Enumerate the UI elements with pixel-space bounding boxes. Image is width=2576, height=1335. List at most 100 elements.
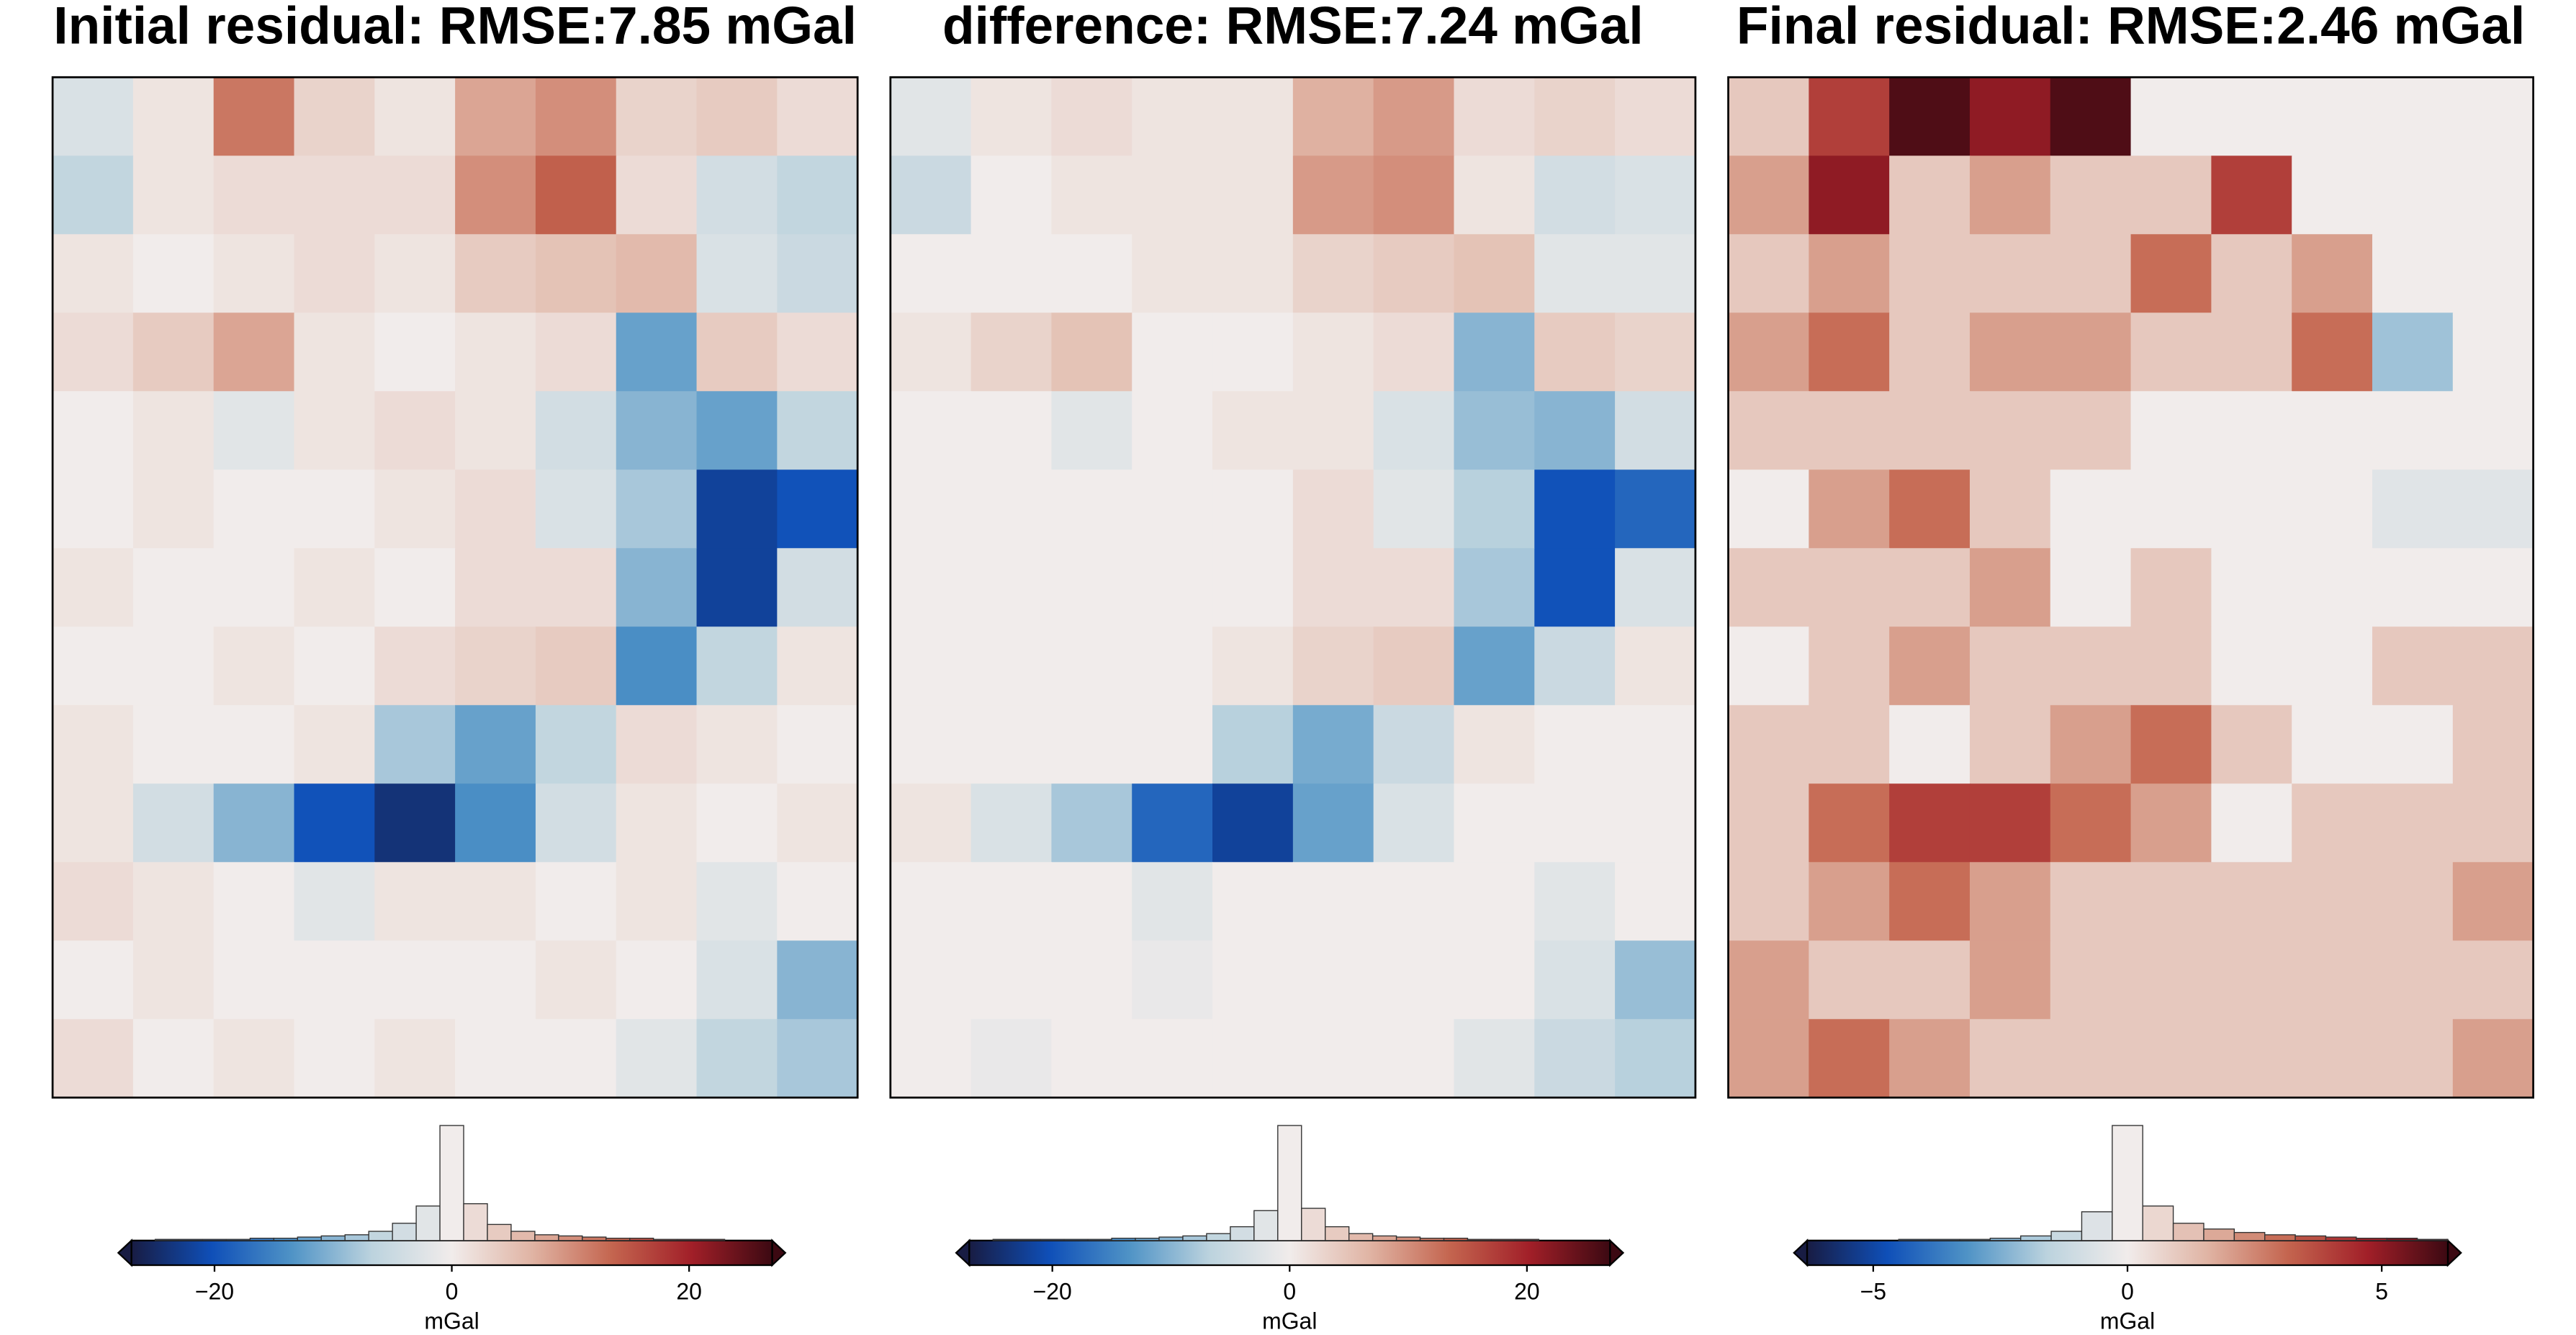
- histogram-bar: [1063, 1239, 1089, 1241]
- heatmap-cell: [1132, 77, 1213, 156]
- histogram-bar: [1989, 1237, 2022, 1241]
- heatmap-cell: [1728, 548, 1810, 627]
- heatmap-cell: [455, 77, 536, 156]
- heatmap-cell: [1212, 705, 1294, 784]
- heatmap-cell: [1292, 77, 1374, 156]
- heatmap-cell: [1809, 1019, 1890, 1098]
- heatmap-cell: [1889, 77, 1971, 156]
- histogram-bar: [1040, 1239, 1065, 1241]
- heatmap-cell: [2452, 391, 2534, 470]
- heatmap-cell: [1615, 156, 1696, 235]
- heatmap-cell: [1809, 469, 1890, 549]
- heatmap-cell: [1728, 313, 1810, 392]
- heatmap-cell: [1051, 469, 1132, 549]
- heatmap-cell: [2211, 234, 2292, 313]
- heatmap-cell: [2130, 783, 2212, 863]
- heatmap-cell: [374, 1019, 456, 1098]
- heatmap-cell: [2452, 313, 2534, 392]
- heatmap-cell: [1212, 77, 1294, 156]
- heatmap-cell: [2452, 940, 2534, 1020]
- histogram-bar: [2325, 1236, 2357, 1241]
- histogram-bar: [439, 1125, 464, 1241]
- histogram-bar: [2356, 1237, 2387, 1241]
- heatmap-cell: [2452, 626, 2534, 706]
- histogram-bar: [1016, 1239, 1041, 1241]
- heatmap-cell: [1292, 156, 1374, 235]
- heatmap-cell: [213, 77, 295, 156]
- histogram-bar: [2081, 1211, 2113, 1241]
- heatmap-cell: [294, 862, 375, 941]
- heatmap-cell: [1534, 469, 1616, 549]
- histogram-bar: [1490, 1239, 1516, 1241]
- heatmap-cell: [696, 234, 778, 313]
- heatmap-cell: [2372, 548, 2454, 627]
- heatmap-cell: [970, 940, 1053, 1020]
- histogram-bar: [1182, 1235, 1207, 1241]
- heatmap-cell: [616, 234, 698, 313]
- heatmap-cell: [2452, 469, 2534, 549]
- heatmap-cell: [890, 234, 972, 313]
- heatmap-cell: [777, 548, 858, 627]
- histogram-bar: [558, 1235, 583, 1241]
- histogram-bar: [1514, 1239, 1540, 1241]
- heatmap-cell: [1728, 77, 1810, 156]
- heatmap-cell: [1809, 705, 1890, 784]
- histogram-bar: [605, 1237, 631, 1241]
- heatmap-cell: [2130, 705, 2212, 784]
- heatmap-cell: [1132, 156, 1213, 235]
- heatmap-cell: [2372, 234, 2454, 313]
- heatmap-cell: [890, 391, 972, 470]
- heatmap-cell: [1809, 783, 1890, 863]
- heatmap-cell: [53, 234, 134, 313]
- heatmap-cell: [2372, 1019, 2454, 1098]
- heatmap-cell: [2372, 156, 2454, 235]
- heatmap-cell: [1534, 940, 1616, 1020]
- heatmap-cell: [2452, 862, 2534, 941]
- colorbar-tick-label: 20: [676, 1278, 702, 1304]
- heatmap-cell: [132, 940, 215, 1020]
- heatmap-cell: [2050, 705, 2132, 784]
- heatmap-cell: [374, 626, 456, 706]
- heatmap-cell: [374, 391, 456, 470]
- heatmap-cell: [374, 783, 456, 863]
- heatmap-cell: [2211, 783, 2292, 863]
- heatmap-cell: [1889, 940, 1971, 1020]
- heatmap-cell: [455, 313, 536, 392]
- histogram-bar: [700, 1239, 726, 1241]
- heatmap-cell: [1292, 391, 1374, 470]
- heatmap-cell: [1292, 469, 1374, 549]
- heatmap-cell: [1373, 626, 1455, 706]
- histogram-bar: [415, 1205, 441, 1241]
- heatmap-cell: [2050, 313, 2132, 392]
- heatmap-cell: [1615, 1019, 1696, 1098]
- histogram-bar: [273, 1237, 298, 1241]
- heatmap-cell: [1889, 1019, 1971, 1098]
- heatmap-cell: [294, 469, 375, 549]
- heatmap-cell: [2372, 313, 2454, 392]
- heatmap-cell: [1969, 156, 2051, 235]
- heatmap-cell: [2130, 626, 2212, 706]
- heatmap-cell: [455, 940, 536, 1020]
- heatmap-cell: [1454, 1019, 1535, 1098]
- heatmap-cell: [374, 940, 456, 1020]
- heatmap-cell: [696, 783, 778, 863]
- heatmap-cell: [2452, 783, 2534, 863]
- heatmap-cell: [1534, 391, 1616, 470]
- histogram-bar: [463, 1203, 488, 1241]
- heatmap-cell: [1051, 862, 1132, 941]
- heatmap-cell: [1132, 469, 1213, 549]
- heatmap-cell: [2050, 469, 2132, 549]
- heatmap-cell: [1889, 234, 1971, 313]
- heatmap-cell: [132, 77, 215, 156]
- heatmap-cell: [616, 548, 698, 627]
- heatmap-cell: [1373, 156, 1455, 235]
- heatmap-cell: [616, 862, 698, 941]
- heatmap-cell: [213, 391, 295, 470]
- histogram-bar: [1467, 1239, 1492, 1241]
- heatmap-cell: [1212, 940, 1294, 1020]
- heatmap-cell: [374, 77, 456, 156]
- heatmap-cell: [53, 77, 134, 156]
- heatmap-cell: [374, 313, 456, 392]
- heatmap-cell: [616, 391, 698, 470]
